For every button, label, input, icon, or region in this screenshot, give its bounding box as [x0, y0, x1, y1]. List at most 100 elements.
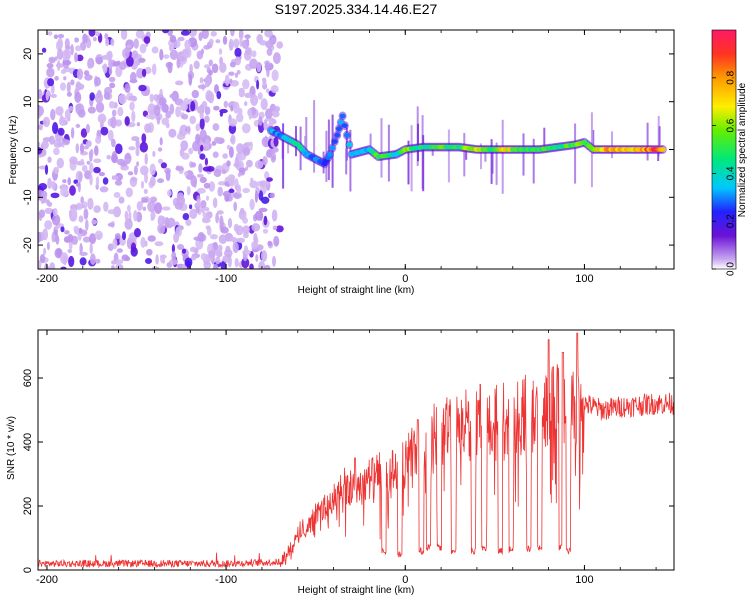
noise-blob — [199, 77, 204, 84]
noise-blob — [244, 34, 251, 39]
colorbar-gradient — [711, 29, 737, 270]
noise-blob — [193, 236, 202, 241]
noise-blob — [211, 63, 219, 74]
noise-blob — [215, 212, 220, 224]
noise-blob — [190, 175, 197, 188]
noise-blob — [180, 140, 189, 152]
noise-blob — [273, 136, 279, 147]
noise-blob — [116, 60, 121, 66]
noise-blob — [61, 137, 66, 143]
noise-blob — [107, 209, 117, 215]
noise-blob — [238, 167, 246, 173]
snr-panel: -200 -100 0 100 0 200 400 600 Height of straigh… — [6, 329, 675, 596]
noise-blob — [204, 157, 208, 166]
noise-blob — [76, 68, 84, 80]
noise-blob — [141, 133, 147, 144]
noise-blob — [121, 254, 129, 261]
noise-blob — [154, 202, 163, 214]
noise-blob — [62, 179, 67, 184]
noise-blob — [135, 30, 145, 39]
noise-blob — [87, 197, 94, 210]
noise-blob — [238, 30, 244, 40]
noise-blob — [105, 51, 112, 61]
noise-blob — [69, 156, 78, 165]
noise-blob — [171, 251, 177, 262]
noise-blob — [205, 195, 210, 201]
noise-blob — [184, 39, 191, 50]
noise-blob — [106, 154, 111, 160]
noise-blob — [250, 94, 259, 106]
x-tick-label: 100 — [575, 273, 593, 285]
noise-blob — [270, 38, 277, 44]
noise-blob — [144, 66, 152, 75]
noise-blob — [133, 210, 138, 222]
noise-blob — [95, 258, 101, 264]
noise-blob — [272, 225, 278, 231]
noise-blob — [228, 118, 238, 127]
noise-blob — [62, 60, 72, 66]
noise-blob — [138, 84, 147, 92]
noise-blob — [113, 192, 121, 198]
noise-blob — [53, 147, 60, 156]
noise-streak — [417, 123, 419, 162]
noise-blob — [93, 205, 101, 214]
noise-blob — [222, 153, 228, 159]
signal-cell — [331, 139, 338, 144]
noise-blob — [60, 69, 67, 75]
noise-blob — [85, 219, 89, 232]
y-tick-label: 400 — [22, 433, 34, 451]
noise-blob — [151, 266, 160, 269]
noise-blob — [128, 95, 137, 101]
noise-blob — [175, 80, 184, 86]
noise-blob — [161, 117, 170, 126]
noise-blob — [131, 50, 139, 60]
noise-blob — [115, 143, 123, 155]
noise-blob — [75, 123, 81, 128]
noise-blob — [185, 219, 192, 227]
signal-cell — [327, 151, 333, 157]
noise-blob — [109, 82, 116, 89]
noise-blob — [182, 213, 190, 221]
noise-blob — [179, 124, 189, 136]
noise-blob — [197, 84, 207, 90]
noise-blob — [46, 241, 50, 251]
noise-blob — [261, 250, 268, 262]
noise-blob — [60, 266, 67, 269]
noise-blob — [68, 105, 74, 112]
noise-blob — [135, 147, 140, 157]
noise-blob — [50, 108, 56, 121]
noise-blob — [271, 155, 276, 161]
noise-blob — [189, 246, 197, 253]
noise-blob — [244, 101, 248, 107]
noise-blob — [38, 209, 46, 218]
noise-blob — [230, 134, 236, 145]
noise-blob — [159, 137, 163, 146]
noise-blob — [266, 177, 273, 182]
noise-blob — [254, 210, 264, 221]
noise-blob — [240, 207, 245, 215]
x-tick-label: -100 — [215, 574, 237, 586]
noise-blob — [78, 171, 83, 183]
noise-blob — [221, 169, 227, 175]
noise-blob — [50, 83, 55, 95]
noise-blob — [187, 125, 191, 135]
noise-blob — [124, 152, 132, 164]
noise-blob — [110, 38, 115, 47]
noise-blob — [160, 162, 167, 169]
noise-blob — [244, 92, 253, 99]
noise-blob — [233, 191, 242, 200]
noise-blob — [147, 235, 156, 242]
noise-blob — [217, 244, 223, 252]
y-tick-label: 0 — [22, 146, 34, 152]
noise-blob — [199, 176, 207, 184]
noise-blob — [145, 258, 152, 264]
noise-blob — [215, 39, 221, 44]
noise-blob — [169, 258, 179, 265]
noise-streak — [465, 147, 468, 160]
noise-blob — [44, 220, 53, 230]
noise-blob — [216, 210, 224, 215]
noise-blob — [226, 160, 231, 167]
noise-blob — [67, 177, 71, 186]
noise-blob — [47, 31, 53, 36]
